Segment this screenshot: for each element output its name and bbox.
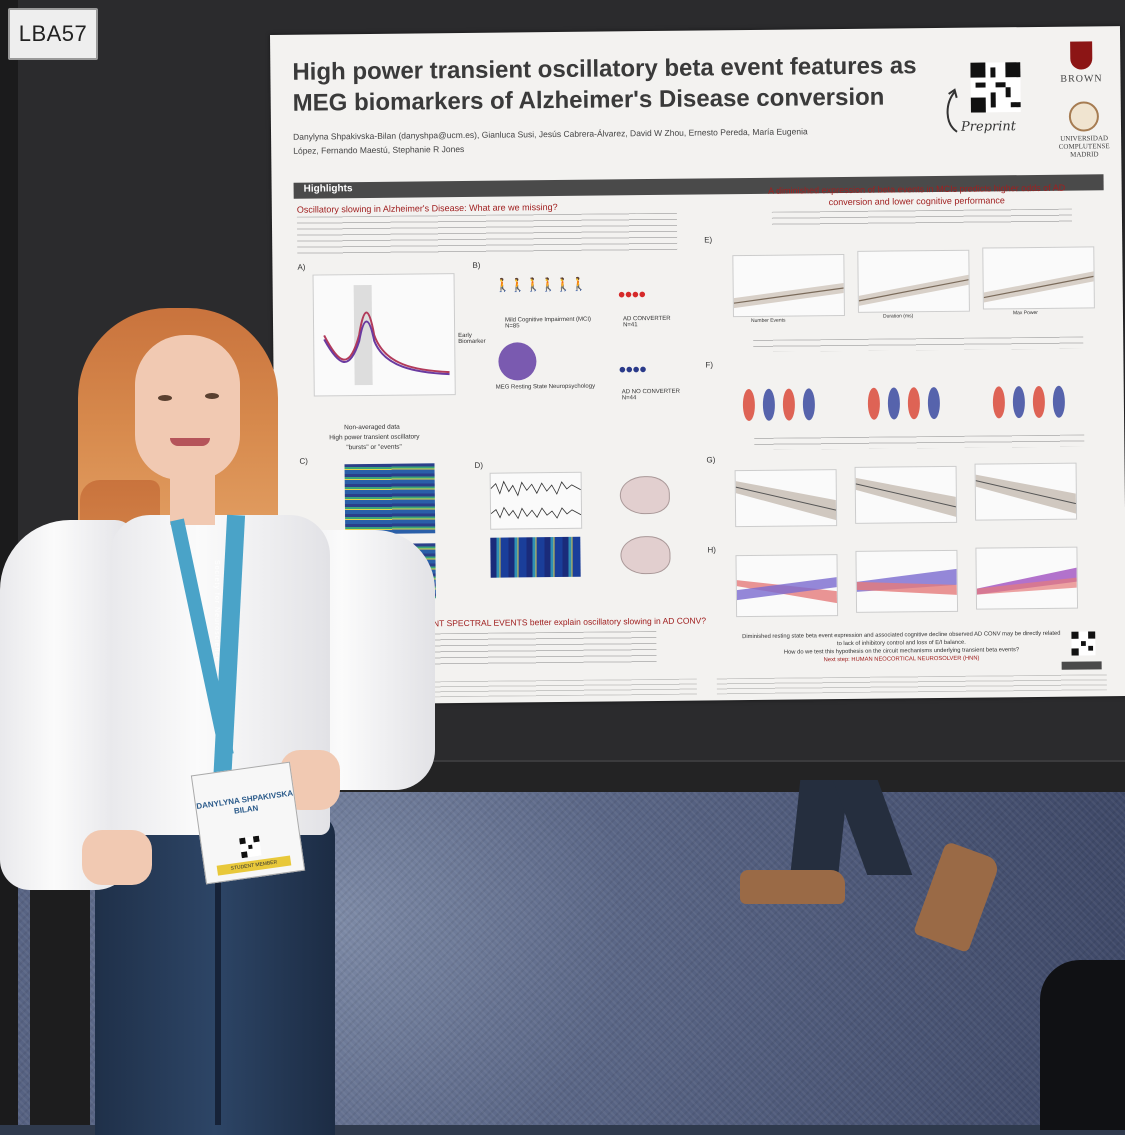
preprint-label: Preprint	[960, 119, 1017, 135]
ad-converter-people-icon: ●●●●	[617, 286, 646, 302]
booth-tag: LBA57	[8, 8, 98, 60]
regression-band-3	[983, 271, 1094, 303]
interaction-bands-2	[856, 568, 957, 595]
left-hand	[82, 830, 152, 885]
odds-plot-1	[734, 469, 838, 528]
g-intro-text	[754, 434, 1085, 450]
brain-icon-2	[620, 535, 671, 575]
odds-plot-3	[974, 462, 1078, 521]
neuropsychology-label: Neuropsychology	[548, 383, 596, 391]
left-section-heading: Oscillatory slowing in Alzheimer's Disea…	[296, 201, 558, 215]
regression-plot-2	[857, 249, 970, 313]
highlights-label: Highlights	[303, 183, 353, 195]
mci-people-icon: 🚶🚶🚶🚶🚶🚶	[494, 276, 586, 293]
right-section-heading: A diminished expression of beta events i…	[768, 182, 1066, 208]
lower-left-text	[396, 630, 657, 666]
regression-band-2	[858, 274, 969, 306]
references-right	[716, 674, 1107, 695]
interaction-plot-1	[735, 554, 839, 618]
passerby-left-shoe	[740, 870, 845, 904]
badge-member-label: STUDENT MEMBER	[216, 855, 292, 876]
interaction-plot-3	[975, 546, 1079, 610]
panel-label-a: A)	[297, 262, 306, 272]
intro-text-block	[296, 212, 678, 257]
interaction-bands-1	[736, 577, 837, 604]
signal-trace-plot	[489, 471, 583, 530]
smile	[170, 438, 210, 446]
event-spectrogram	[490, 536, 581, 578]
jeans-seam	[215, 860, 221, 1125]
group-ad-converter-label: AD CONVERTER N=41	[622, 315, 671, 329]
meg-helmet-icon	[498, 342, 537, 381]
lower-left-heading: TRANSIENT SPECTRAL EVENTS better explain…	[396, 615, 707, 629]
odds-plot-2	[854, 465, 958, 524]
plot-e-label-2: Duration (ms)	[882, 313, 914, 320]
high-power-label: High power transient oscillatory	[329, 433, 420, 442]
scientific-poster: High power transient oscillatory beta ev…	[270, 26, 1125, 705]
panel-label-e: E)	[704, 235, 713, 245]
interaction-bands-3	[976, 567, 1077, 595]
poster-title-line2: MEG biomarkers of Alzheimer's Disease co…	[292, 83, 885, 117]
regression-band-1	[733, 283, 844, 309]
odds-band-1	[735, 481, 837, 521]
panel-label-d: D)	[474, 460, 484, 470]
regression-plot-1	[732, 253, 845, 318]
violin-plots	[742, 385, 1065, 422]
power-spectrum-plot	[312, 273, 456, 397]
face	[135, 335, 240, 480]
spectrogram-1	[344, 463, 436, 535]
lanyard-text: Society for Neuroscience	[213, 560, 220, 662]
signal-trace	[490, 480, 582, 520]
panel-label-h: H)	[707, 545, 716, 555]
footer-bar	[1061, 661, 1102, 670]
group-mci-label: Mild Cognitive Impairment (MCI) N=85	[504, 316, 592, 330]
plot-e-label-1: Number Events	[750, 317, 786, 324]
curved-arrow-icon	[946, 88, 958, 133]
meg-label: MEG Resting State	[495, 384, 548, 391]
spectrum-curves	[323, 284, 450, 386]
conclusion-text: Diminished resting state beta event expr…	[741, 630, 1061, 665]
qr-code-small-icon	[1071, 631, 1096, 656]
poster-authors: Danylyna Shpakivska-Bilan (danyshpa@ucm.…	[293, 126, 808, 156]
black-bag	[1040, 960, 1125, 1130]
non-averaged-label: Non-averaged data	[344, 423, 400, 432]
ad-no-converter-people-icon: ●●●●	[618, 361, 647, 377]
right-eye	[205, 393, 219, 399]
poster-title: High power transient oscillatory beta ev…	[292, 50, 943, 119]
ucm-label: UNIVERSIDAD COMPLUTENSE MADRID	[1058, 134, 1110, 159]
ucm-logo: UNIVERSIDAD COMPLUTENSE MADRID	[1051, 101, 1118, 159]
odds-band-3	[975, 474, 1077, 514]
left-eye	[158, 395, 172, 401]
panel-label-b: B)	[472, 260, 481, 270]
neck	[170, 470, 215, 525]
qr-code-icon	[970, 62, 1021, 113]
brown-university-logo: BROWN	[1055, 41, 1107, 85]
right-intro-text	[771, 208, 1073, 226]
badge-name: DANYLYNA SHPAKIVSKA BILAN	[195, 788, 294, 816]
panel-label-g: G)	[706, 455, 716, 465]
plot-e-label-3: Max Power	[1012, 309, 1038, 317]
group-ad-no-converter-label: AD NO CONVERTER N=44	[621, 388, 681, 402]
odds-band-2	[855, 477, 957, 517]
early-biomarker-label: Early Biomarker	[458, 332, 486, 346]
ucm-seal-icon	[1068, 101, 1100, 132]
f-intro-text	[753, 336, 1084, 352]
brain-icon-1	[619, 475, 671, 515]
brown-shield-icon	[1070, 41, 1093, 70]
panel-label-c: C)	[299, 456, 308, 466]
panel-label-f: F)	[705, 360, 714, 370]
regression-plot-3	[982, 246, 1095, 310]
name-badge: DANYLYNA SHPAKIVSKA BILAN STUDENT MEMBER	[190, 761, 306, 885]
bursts-label: "bursts" or "events"	[346, 443, 402, 452]
interaction-plot-2	[855, 549, 959, 613]
badge-qr-icon	[239, 835, 262, 859]
brown-label: BROWN	[1060, 73, 1103, 85]
